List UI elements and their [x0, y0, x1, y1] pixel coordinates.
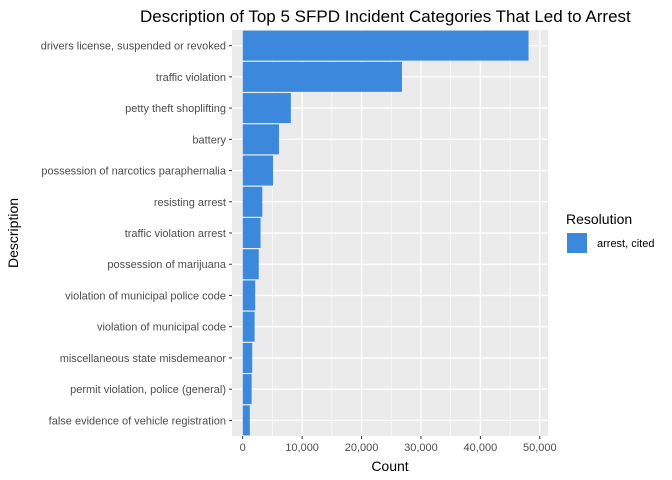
y-tick-label: possession of narcotics paraphernalia [41, 166, 227, 178]
bar [242, 342, 253, 373]
bar [242, 374, 252, 405]
x-tick-label: 40,000 [464, 442, 498, 454]
y-tick-label: possession of marijuana [107, 259, 227, 271]
y-tick-label: traffic violation [156, 72, 226, 84]
bar [242, 30, 529, 61]
x-tick-label: 0 [240, 442, 246, 454]
bar [242, 218, 261, 248]
bar [242, 405, 250, 436]
bar [242, 93, 291, 124]
bar [242, 249, 259, 280]
x-axis-title: Count [371, 458, 408, 474]
x-tick-label: 30,000 [404, 442, 438, 454]
y-tick-label: miscellaneous state misdemeanor [60, 353, 227, 365]
bar [242, 155, 274, 186]
x-tick-labels: 0 10,000 20,000 30,000 40,000 50,000 [240, 436, 557, 454]
legend-label-arrest-cited: arrest, cited [597, 238, 654, 250]
y-tick-label: false evidence of vehicle registration [49, 415, 226, 427]
bar [242, 280, 256, 311]
y-tick-label: violation of municipal police code [65, 290, 226, 302]
y-tick-label: petty theft shoplifting [125, 103, 226, 115]
y-axis-title: Description [5, 198, 21, 268]
legend-key-arrest-cited [567, 233, 587, 253]
y-tick-label: battery [192, 134, 226, 146]
legend: Resolution arrest, cited [566, 211, 654, 253]
grid-lines [232, 30, 548, 436]
y-tick-label: permit violation, police (general) [70, 384, 226, 396]
chart-title: Description of Top 5 SFPD Incident Categ… [140, 7, 631, 26]
x-tick-label: 50,000 [523, 442, 557, 454]
y-tick-label: violation of municipal code [97, 322, 226, 334]
x-tick-label: 20,000 [345, 442, 379, 454]
bar [242, 311, 255, 342]
x-tick-label: 10,000 [285, 442, 319, 454]
y-tick-label: drivers license, suspended or revoked [41, 41, 226, 53]
bar [242, 186, 263, 217]
bar [242, 61, 402, 92]
bars [242, 30, 529, 436]
bar [242, 124, 279, 155]
y-tick-label: traffic violation arrest [125, 228, 226, 240]
legend-title: Resolution [566, 211, 632, 227]
y-tick-labels: drivers license, suspended or revoked tra… [41, 41, 232, 427]
y-tick-label: resisting arrest [154, 197, 226, 209]
